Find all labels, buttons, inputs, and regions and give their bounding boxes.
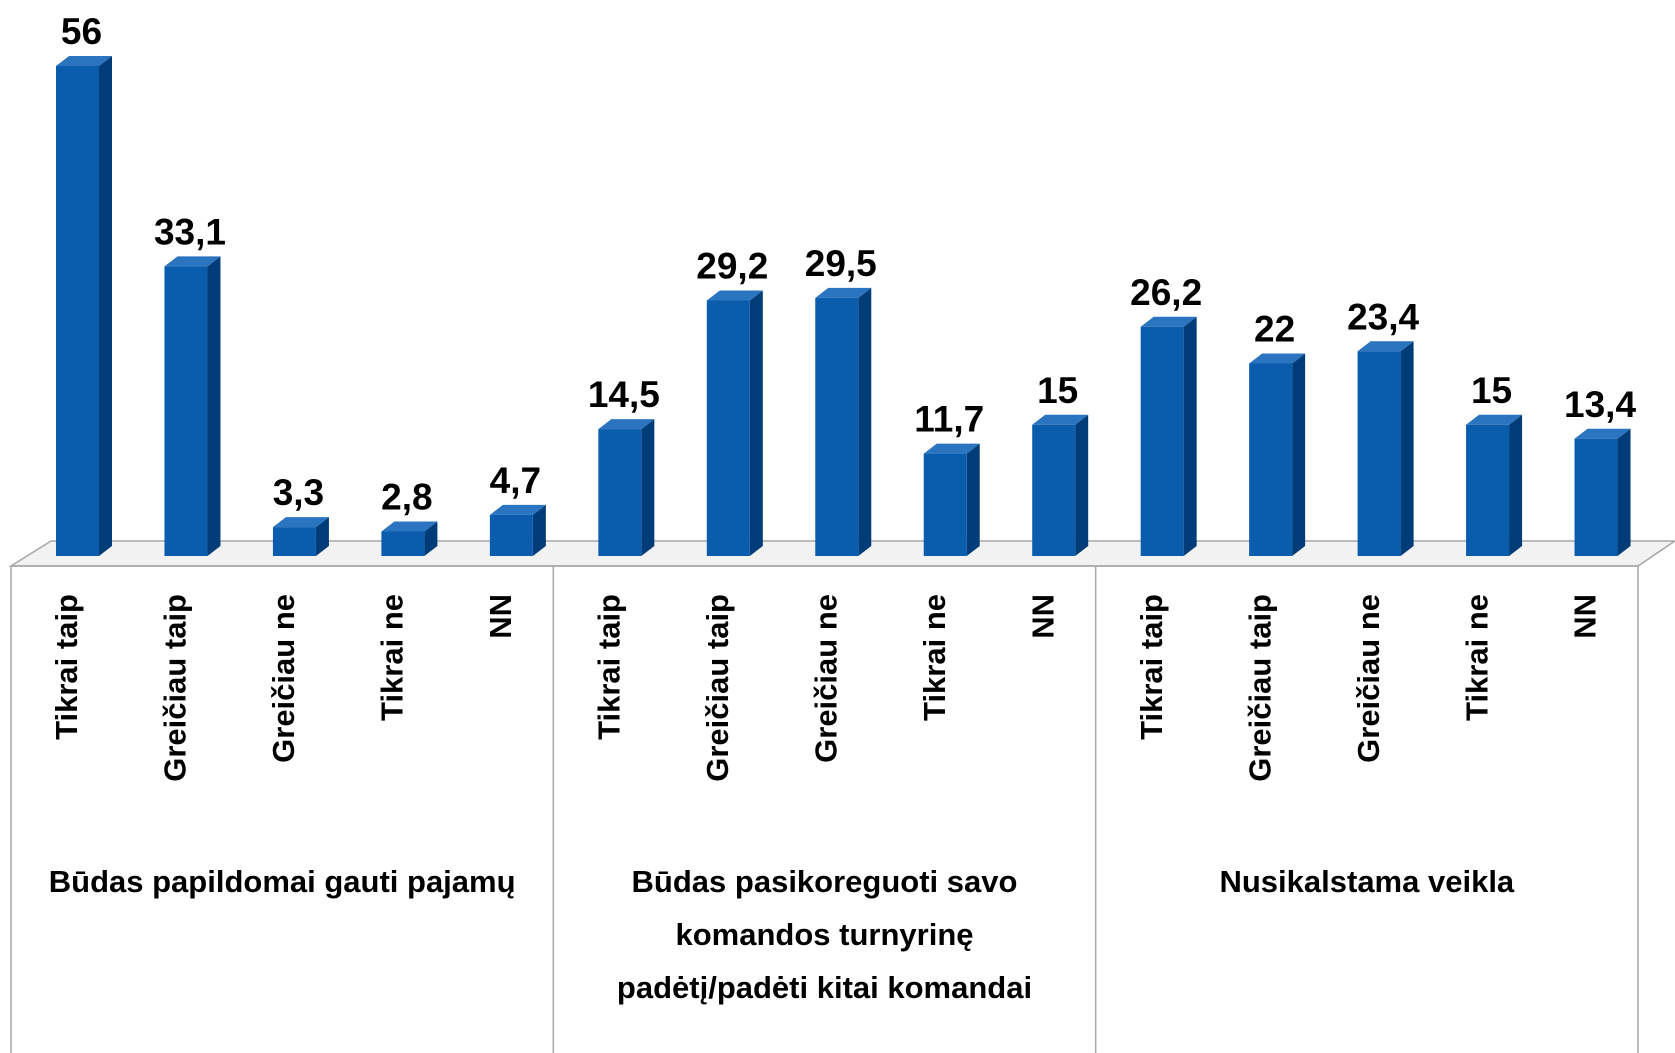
x-tick-label: NN — [483, 594, 518, 639]
bar-top — [381, 521, 438, 532]
data-label: 29,5 — [805, 243, 877, 284]
group-label: Nusikalstama veikla — [1219, 864, 1515, 899]
bar-top — [1574, 428, 1631, 439]
data-label: 4,7 — [490, 460, 541, 501]
x-tick-label: Tikrai taip — [49, 594, 84, 740]
bar-top — [815, 287, 872, 298]
group-label: Būdas papildomai gauti pajamų — [48, 864, 516, 899]
data-label: 26,2 — [1130, 272, 1202, 313]
x-tick-label: Greičiau taip — [700, 594, 735, 782]
bar-side — [99, 56, 112, 556]
bar-side — [858, 287, 872, 556]
data-label: 11,7 — [914, 399, 984, 440]
bar — [1249, 363, 1293, 556]
bar-top — [1140, 316, 1197, 327]
bar — [56, 66, 99, 556]
data-label: 22 — [1254, 309, 1295, 350]
x-tick-label: Greičiau ne — [1351, 594, 1386, 763]
bar-side — [1400, 341, 1414, 556]
x-tick-label: Greičiau ne — [266, 594, 301, 763]
bar — [706, 300, 750, 556]
x-tick-label: Greičiau ne — [808, 594, 843, 763]
data-label: 14,5 — [588, 374, 660, 415]
bar-side — [1183, 316, 1197, 556]
bar-top — [1357, 341, 1414, 352]
bar — [1466, 424, 1510, 556]
bar — [1140, 326, 1184, 556]
data-label: 15 — [1471, 370, 1512, 411]
x-tick-label: Tikrai taip — [1134, 594, 1169, 740]
bar-side — [1292, 353, 1306, 556]
bar-side — [1509, 414, 1523, 556]
bar-top — [1466, 414, 1523, 425]
x-tick-label: Tikrai taip — [592, 594, 627, 740]
bar — [923, 453, 967, 556]
bar-top — [56, 56, 112, 66]
bar-side — [1617, 428, 1631, 556]
x-tick-label: Greičiau taip — [158, 594, 193, 782]
bar — [272, 527, 316, 556]
x-tick-label: Tikrai ne — [375, 594, 410, 721]
x-tick-label: NN — [1025, 594, 1060, 639]
bar-top — [272, 517, 329, 528]
bar-top — [1032, 414, 1089, 425]
bar-top — [164, 256, 221, 267]
data-label: 2,8 — [381, 477, 432, 518]
bar-side — [315, 517, 329, 556]
data-label: 13,4 — [1564, 384, 1636, 425]
data-label: 33,1 — [154, 211, 226, 252]
bar — [1574, 438, 1618, 556]
bar-side — [207, 256, 221, 556]
data-label: 23,4 — [1347, 296, 1419, 337]
bar-top — [1249, 353, 1306, 364]
bar-side — [532, 504, 546, 556]
x-tick-label: Tikrai ne — [917, 594, 952, 721]
data-label: 56 — [61, 11, 102, 52]
bar — [489, 514, 533, 556]
bar — [164, 266, 208, 556]
bar-top — [489, 504, 546, 515]
bar-side — [424, 521, 438, 556]
bar-side — [641, 419, 655, 556]
bar-side — [1075, 414, 1089, 556]
data-label: 3,3 — [273, 472, 324, 513]
data-label: 15 — [1037, 370, 1078, 411]
bar — [598, 429, 642, 556]
group-label: Būdas pasikoreguoti savo komandos turnyr… — [616, 864, 1033, 1005]
bar-top — [923, 443, 980, 454]
bar-side — [749, 290, 763, 556]
x-tick-label: Greičiau taip — [1242, 594, 1277, 782]
bar — [381, 531, 425, 556]
bar-top — [706, 290, 763, 301]
bar — [1357, 351, 1401, 556]
data-label: 29,2 — [696, 246, 768, 287]
bar-side — [966, 443, 980, 556]
x-tick-label: Tikrai ne — [1459, 594, 1494, 721]
x-tick-label: NN — [1568, 594, 1603, 639]
bar-top — [598, 419, 655, 430]
bar — [815, 297, 859, 556]
bar — [1032, 424, 1076, 556]
